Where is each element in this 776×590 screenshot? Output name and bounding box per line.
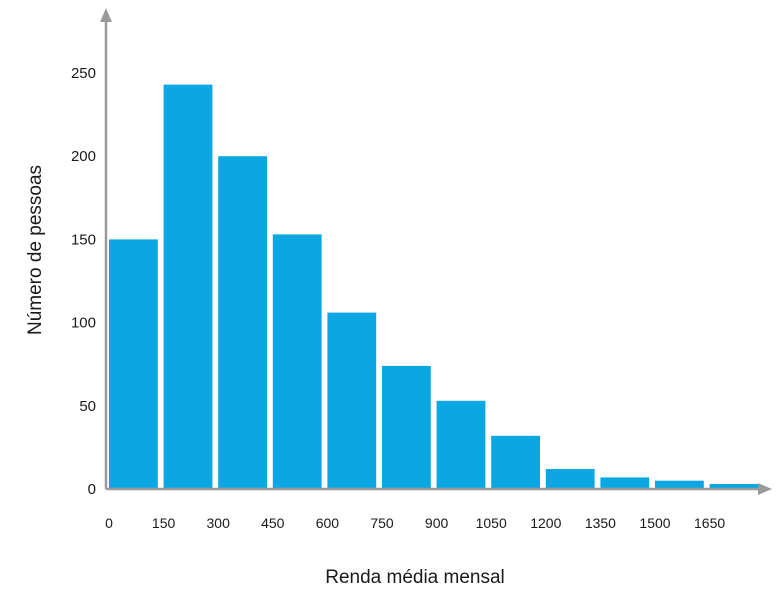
x-tick-label-1350: 1350 [585,515,616,531]
y-tick-label-100: 100 [71,315,96,332]
x-tick-label-1500: 1500 [639,515,670,531]
x-tick-label-600: 600 [316,515,340,531]
x-tick-label-300: 300 [207,515,231,531]
x-tick-labels: 0 150 300 450 600 750 900 1050 1200 1350 1500 1650 [105,515,725,531]
bar-900-1050 [436,400,486,489]
x-tick-label-750: 750 [370,515,394,531]
bar-300-450 [218,156,267,489]
bar-450-600 [272,234,322,489]
x-tick-label-0: 0 [105,515,113,531]
y-axis-arrowhead [100,8,112,22]
bar-1350-1500 [600,477,650,489]
bar-0-150 [109,239,158,489]
y-tick-label-200: 200 [71,148,96,165]
bar-150-300 [163,84,213,489]
y-tick-label-0: 0 [88,481,96,498]
y-tick-label-150: 150 [71,231,96,248]
bar-1050-1200 [491,435,540,489]
x-tick-label-1650: 1650 [694,515,725,531]
bar-1500-1650 [655,480,704,489]
y-axis-title: Número de pessoas [25,165,46,335]
bars-group [109,84,759,489]
bar-1200-1350 [545,469,595,489]
x-axis-title: Renda média mensal [325,567,505,588]
y-tick-label-50: 50 [79,398,96,415]
y-tick-labels: 0 50 100 150 200 250 [71,65,96,498]
x-tick-label-450: 450 [261,515,285,531]
x-tick-label-900: 900 [425,515,449,531]
x-tick-label-1050: 1050 [476,515,507,531]
x-axis-arrowhead [758,483,772,495]
x-tick-label-150: 150 [152,515,176,531]
bar-750-900 [382,365,431,489]
x-tick-label-1200: 1200 [530,515,561,531]
bar-600-750 [327,312,377,489]
y-tick-label-250: 250 [71,65,96,82]
axes-group [100,8,772,495]
bar-1650-1800 [709,484,759,489]
